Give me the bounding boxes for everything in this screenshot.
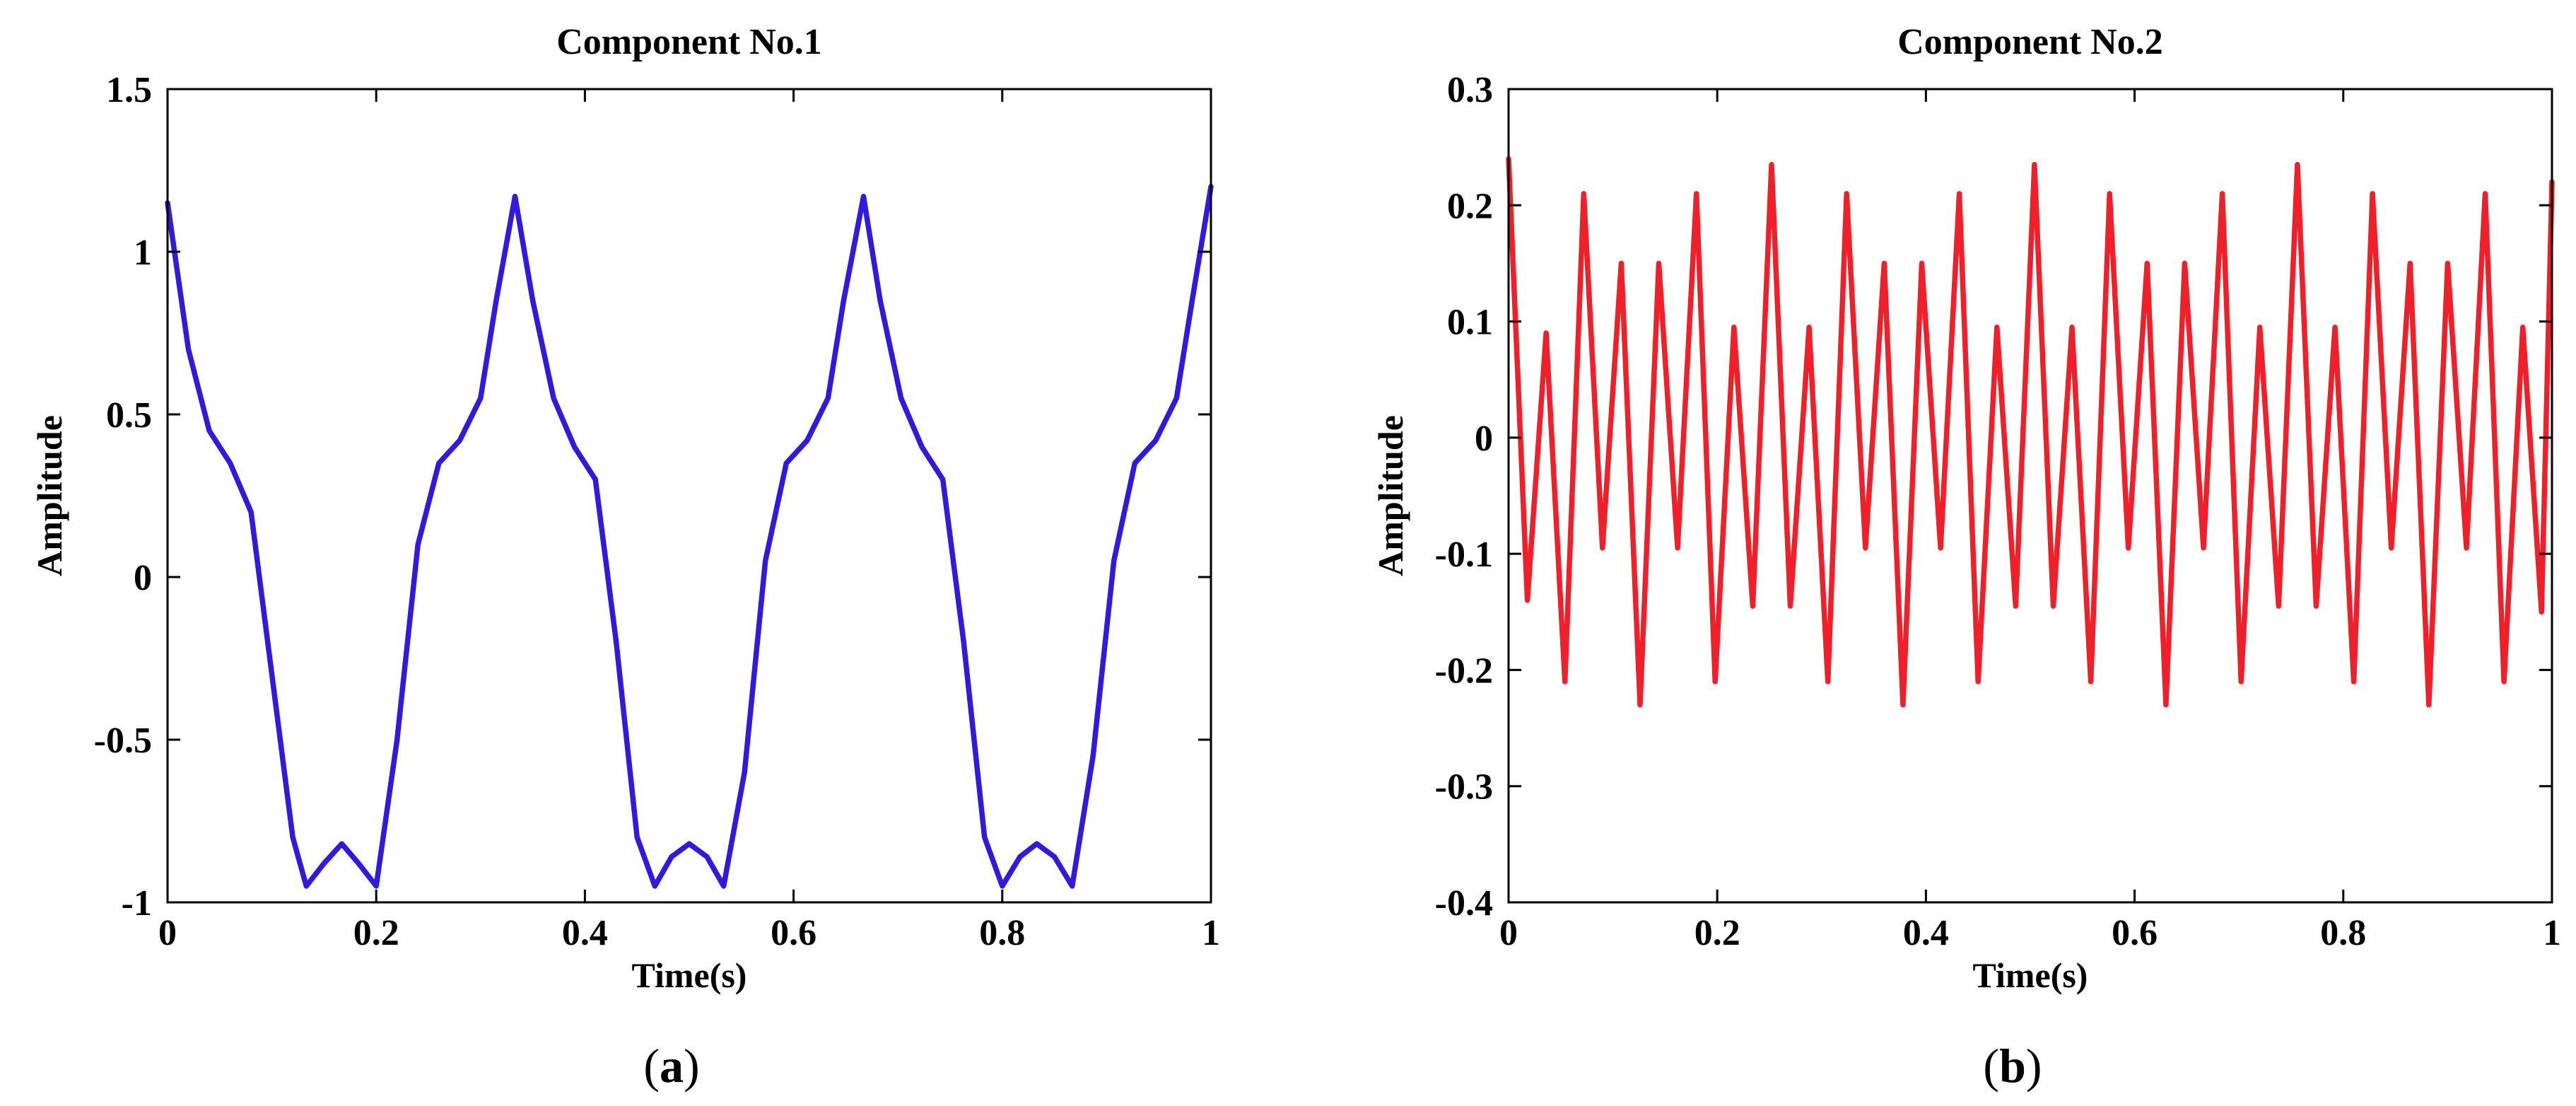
y-tick-label: 0.5 [106,395,152,436]
y-tick-label: 0.2 [1447,186,1493,226]
y-tick-label: -0.1 [1435,535,1493,575]
panel-label: (b) [1983,1039,2042,1093]
panel-label: (a) [643,1039,699,1093]
x-tick-label: 0.8 [979,913,1025,953]
y-tick-label: 0 [134,558,152,598]
x-tick-label: 0.6 [771,913,816,953]
chart-title: Component No.1 [556,22,822,62]
y-tick-label: 0.1 [1447,303,1493,343]
chart-title: Component No.2 [1897,22,2163,62]
y-tick-label: -0.5 [94,721,152,761]
x-tick-label: 1 [2543,913,2561,953]
y-tick-label: -0.3 [1435,767,1493,808]
series-line-0 [1506,156,2555,708]
y-axis-label: Amplitude [1371,415,1410,576]
plot-frame [166,88,1212,904]
y-tick-label: 0.3 [1447,70,1493,110]
plot-frame [1507,88,2553,904]
y-tick-label: 1 [134,233,152,273]
y-tick-label: 1.5 [106,70,152,110]
y-tick-label: -0.2 [1435,651,1493,691]
y-axis-label: Amplitude [30,415,69,576]
chart-panel-b: 0 0.2 0.4 0.6 0.8 1 -0.4 -0.3 -0.2 -0.1 0 0.1 0.2 0.3… [1371,22,2561,1093]
x-tick-label: 0.4 [562,913,608,953]
x-tick-label: 0.6 [2112,913,2158,953]
x-axis-label: Time(s) [632,955,747,995]
y-tick-label: -1 [122,883,152,924]
x-tick-label: 0 [158,913,177,953]
x-axis-label: Time(s) [1973,955,2088,995]
y-tick-label: 0 [1475,419,1493,459]
x-tick-label: 0.2 [1694,913,1740,953]
x-tick-label: 1 [1202,913,1220,953]
y-tick-label: -0.4 [1435,883,1493,924]
x-tick-label: 0.4 [1903,913,1949,953]
x-tick-label: 0.2 [353,913,399,953]
x-tick-label: 0.8 [2320,913,2366,953]
chart-panel-a: 0 0.2 0.4 0.6 0.8 1 -1 -0.5 0 0.5 1 1.5 Component No… [30,22,1220,1093]
x-tick-label: 0 [1499,913,1518,953]
series-line-0 [165,184,1214,889]
